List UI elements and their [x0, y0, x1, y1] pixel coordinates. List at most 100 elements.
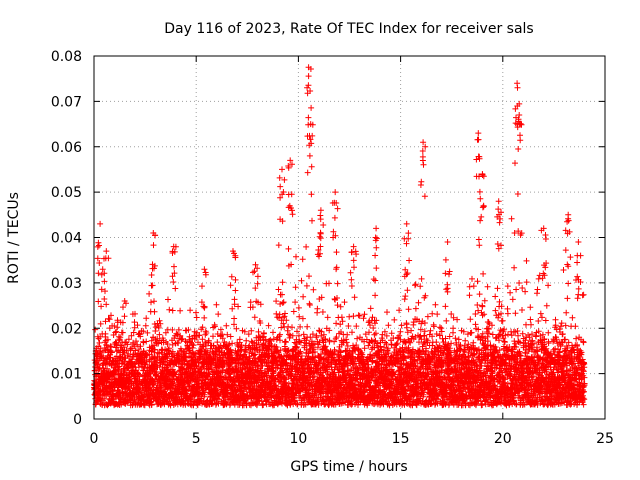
data-point [156, 317, 163, 324]
data-point [115, 366, 122, 373]
data-point [397, 328, 404, 335]
data-point [310, 286, 317, 293]
data-points [91, 64, 588, 409]
data-point [100, 354, 107, 361]
data-point [338, 314, 345, 321]
data-point [404, 287, 411, 294]
data-point [92, 326, 99, 333]
data-point [223, 322, 230, 329]
data-point [286, 331, 292, 338]
data-point [217, 326, 224, 333]
data-point [111, 323, 118, 329]
data-point [98, 303, 105, 310]
data-point [282, 339, 289, 346]
data-point [384, 309, 390, 316]
data-point [319, 309, 326, 315]
data-point [347, 269, 354, 276]
data-point [215, 311, 222, 318]
data-point [279, 291, 285, 298]
data-point [293, 253, 299, 260]
data-point [415, 299, 422, 306]
data-point [385, 322, 392, 329]
data-point [273, 298, 280, 305]
data-point [412, 282, 418, 289]
data-point [367, 305, 374, 312]
data-point [231, 315, 238, 322]
data-point [177, 307, 184, 314]
data-point [427, 327, 434, 334]
data-point [185, 326, 192, 333]
data-point [324, 314, 331, 321]
data-point [174, 331, 181, 338]
data-point [112, 329, 119, 336]
data-point [148, 299, 154, 306]
data-point [97, 320, 104, 327]
data-point [134, 322, 141, 329]
data-point [354, 335, 361, 342]
data-point [350, 313, 357, 320]
data-point [334, 280, 341, 287]
data-point [144, 329, 151, 336]
data-point [292, 299, 299, 306]
data-point [303, 282, 310, 289]
data-point [96, 366, 103, 373]
data-point [113, 328, 120, 335]
data-point [119, 319, 126, 326]
data-point [265, 322, 272, 329]
data-point [300, 293, 307, 300]
data-point [143, 315, 150, 322]
data-point [125, 336, 132, 343]
data-point [193, 309, 199, 316]
data-point [412, 305, 419, 312]
data-point [173, 330, 180, 337]
data-point [306, 302, 313, 308]
data-point [175, 326, 182, 333]
data-point [131, 343, 138, 350]
data-point [128, 332, 135, 339]
data-point [391, 316, 398, 323]
data-point [199, 336, 206, 343]
data-point [106, 316, 113, 323]
data-point [92, 378, 99, 385]
data-point [295, 304, 302, 311]
data-point [289, 324, 295, 331]
data-point [402, 293, 409, 300]
data-point [355, 312, 362, 319]
data-point [134, 341, 141, 348]
data-point [150, 242, 157, 249]
data-point [148, 337, 155, 344]
data-point [102, 318, 109, 325]
data-point [187, 307, 194, 314]
data-point [309, 217, 315, 224]
data-point [166, 345, 172, 352]
data-point [159, 347, 166, 354]
data-point [113, 348, 120, 355]
data-point [424, 313, 431, 320]
data-point [132, 310, 138, 317]
data-point [133, 338, 139, 345]
data-point [157, 320, 164, 327]
data-point [304, 169, 311, 176]
data-point [401, 296, 408, 303]
data-point [333, 320, 340, 327]
data-point [140, 328, 147, 335]
data-point [142, 322, 149, 329]
data-point [326, 280, 332, 287]
data-point [130, 329, 137, 336]
data-point [433, 339, 440, 346]
data-point [137, 333, 144, 340]
data-point [152, 324, 159, 331]
data-point [298, 277, 305, 284]
data-point [175, 340, 182, 347]
data-point [96, 339, 103, 346]
data-point [341, 299, 348, 306]
data-point [169, 348, 176, 355]
data-point [346, 313, 353, 320]
data-point [372, 292, 379, 299]
grid-lines [94, 56, 605, 419]
data-point [155, 324, 162, 331]
data-point [95, 298, 102, 305]
data-point [314, 305, 321, 312]
data-point [104, 365, 111, 372]
data-point [213, 301, 220, 308]
